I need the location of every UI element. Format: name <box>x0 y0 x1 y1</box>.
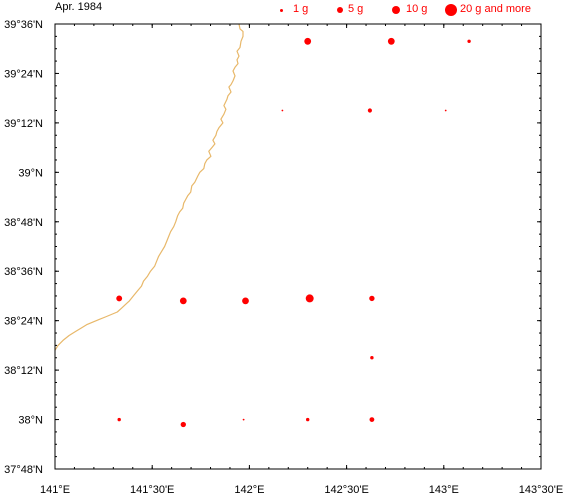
sample-point <box>304 37 312 45</box>
legend: 1 g 5 g 10 g 20 g and more <box>278 2 564 18</box>
x-tick-label: 143°30'E <box>519 484 563 496</box>
axis-ticks-layer: 141°E 141°30'E 142°E 142°30'E 143°E 143°30'E 3… <box>4 19 563 496</box>
map-title: Apr. 1984 <box>55 1 103 13</box>
x-tick-label: 141°30'E <box>130 484 174 496</box>
x-tick-label: 143°E <box>429 484 459 496</box>
sample-point <box>242 418 245 421</box>
sample-point <box>387 37 395 45</box>
sample-point <box>367 108 372 113</box>
legend-marker-10g <box>392 6 400 14</box>
y-tick-label: 38°24'N <box>4 316 43 328</box>
sample-point <box>369 295 375 302</box>
sample-point <box>281 109 284 112</box>
x-tick-label: 141°E <box>40 484 70 496</box>
sample-point <box>444 109 447 112</box>
y-tick-label: 37°48'N <box>4 464 43 476</box>
sample-point <box>180 421 186 428</box>
sample-point <box>116 295 123 302</box>
coastline-layer <box>55 24 244 351</box>
y-tick-label: 39°N <box>18 167 43 179</box>
sample-point <box>306 417 310 422</box>
x-tick-label: 142°30'E <box>324 484 368 496</box>
y-tick-label: 38°36'N <box>4 266 43 278</box>
sample-point <box>467 39 471 43</box>
y-tick-label: 39°24'N <box>4 68 43 80</box>
sample-point <box>117 417 121 422</box>
legend-label-10g: 10 g <box>406 3 428 15</box>
y-tick-label: 39°36'N <box>4 19 43 31</box>
legend-label-5g: 5 g <box>348 3 364 15</box>
sample-point <box>242 297 249 305</box>
coastline <box>55 24 244 351</box>
legend-marker-5g <box>337 7 343 13</box>
y-tick-label: 38°12'N <box>4 365 43 377</box>
x-tick-label: 142°E <box>234 484 264 496</box>
sample-point <box>369 417 375 422</box>
y-tick-label: 38°48'N <box>4 217 43 229</box>
sample-point <box>179 297 187 305</box>
sample-point <box>305 294 314 303</box>
y-tick-label: 38°N <box>18 415 43 427</box>
legend-marker-1g <box>280 9 283 12</box>
legend-label-1g: 1 g <box>293 3 309 15</box>
sample-points-layer <box>116 37 471 428</box>
legend-marker-20g <box>445 4 457 16</box>
legend-label-20g: 20 g and more <box>460 3 531 15</box>
y-tick-label: 39°12'N <box>4 118 43 130</box>
sample-point <box>370 356 374 360</box>
plot-frame <box>54 23 542 470</box>
